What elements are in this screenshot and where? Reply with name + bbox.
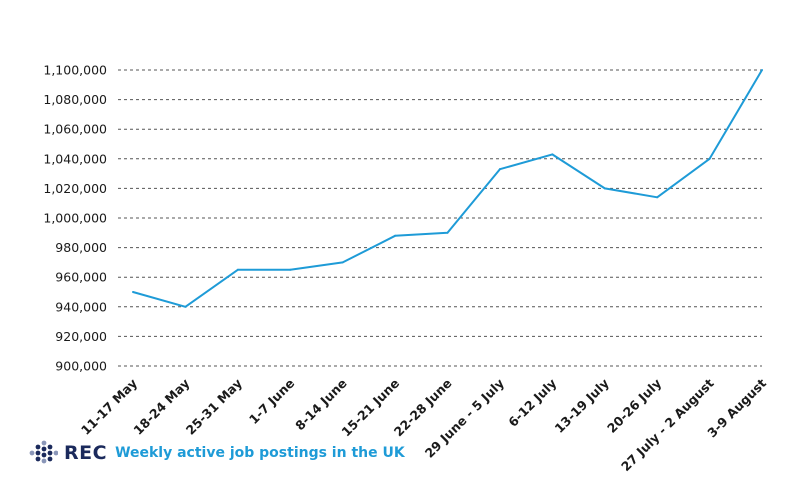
data-point: [498, 168, 501, 171]
data-point: [132, 291, 134, 293]
footer: REC Weekly active job postings in the UK: [28, 440, 405, 466]
x-tick-label: 25-31 May: [183, 376, 245, 438]
data-point: [656, 196, 659, 199]
y-tick-label: 1,000,000: [43, 211, 107, 226]
data-point: [708, 157, 711, 160]
y-tick-label: 1,020,000: [43, 181, 107, 196]
y-tick-label: 920,000: [55, 329, 107, 344]
data-point: [184, 305, 187, 308]
data-point: [446, 231, 449, 234]
y-tick-label: 1,040,000: [43, 151, 107, 166]
x-tick-label: 13-19 July: [552, 376, 612, 436]
x-tick-label: 1-7 June: [246, 376, 298, 428]
y-tick-label: 1,100,000: [43, 63, 107, 78]
y-tick-label: 960,000: [55, 270, 107, 285]
y-tick-label: 1,080,000: [43, 92, 107, 107]
data-point: [394, 234, 397, 237]
y-tick-label: 980,000: [55, 240, 107, 255]
x-tick-label: 27 July - 2 August: [618, 376, 717, 475]
rec-logo-icon: [29, 440, 58, 464]
y-tick-label: 900,000: [55, 359, 107, 374]
data-point: [761, 69, 763, 71]
data-point: [551, 153, 554, 156]
y-tick-label: 1,060,000: [43, 122, 107, 137]
data-point: [289, 268, 292, 271]
data-point: [603, 187, 606, 190]
chart-caption: Weekly active job postings in the UK: [115, 445, 405, 461]
x-tick-label: 8-14 June: [292, 376, 350, 434]
x-tick-label: 6-12 July: [505, 376, 559, 430]
rec-logo-text: REC: [64, 442, 108, 464]
y-tick-label: 940,000: [55, 299, 107, 314]
data-point: [236, 268, 239, 271]
data-point: [341, 261, 344, 264]
